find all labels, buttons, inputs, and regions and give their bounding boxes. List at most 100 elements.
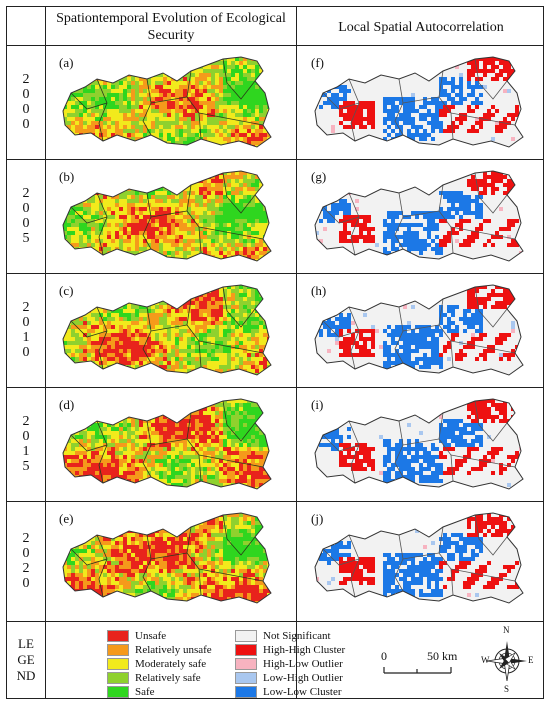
map-cell [359,171,363,175]
map-cell [75,125,79,129]
map-cell [231,207,235,211]
map-cell [51,219,55,223]
map-cell [355,187,359,191]
map-cell [255,89,259,93]
map-cell [267,121,271,125]
map-cell [239,149,243,153]
map-cell [247,167,251,171]
map-cell [123,179,127,183]
map-cell [183,175,187,179]
map-cell [163,133,167,137]
map-cell [271,101,275,105]
map-cell [275,73,279,77]
map-cell [451,149,455,153]
map-cell [223,219,227,223]
map-cell [115,219,119,223]
map-cell [443,183,447,187]
map-cell [407,97,411,101]
map-cell [99,101,103,105]
map-cell [147,239,151,243]
map-cell [139,81,143,85]
map-cell [79,73,83,77]
map-cell [103,109,107,113]
map-cell [359,109,363,113]
map-cell [159,219,163,223]
map-cell [499,93,503,97]
map-cell [515,53,519,57]
map-cell [103,207,107,211]
map-cell [215,259,219,261]
map-cell [191,109,195,113]
map-cell [271,113,275,117]
map-cell [379,171,383,175]
map-cell [351,149,355,153]
map-cell [95,121,99,125]
map-cell [119,227,123,231]
map-cell [171,171,175,175]
map-cell [263,65,267,69]
map-cell [191,195,195,199]
map-cell [523,113,527,117]
map-cell [267,211,271,215]
map-cell [231,129,235,133]
map-cell [459,105,463,109]
map-cell [63,141,67,145]
map-cell [75,65,79,69]
map-cell [91,69,95,73]
map-cell [63,259,67,261]
map-cell [379,85,383,89]
map-cell [503,97,507,101]
divider-horizontal-header [7,45,543,46]
map-cell [419,53,423,57]
map-cell [407,191,411,195]
map-cell [135,215,139,219]
map-cell [191,243,195,247]
map-cell [335,109,339,113]
map-cell [335,149,339,153]
map-cell [127,61,131,65]
map-cell [75,251,79,255]
map-cell [503,105,507,109]
map-cell [535,81,539,85]
map-cell [111,73,115,77]
map-cell [107,141,111,145]
map-cell [147,235,151,239]
map-cell [187,167,191,171]
map-cell [283,141,287,145]
map-cell [55,89,59,93]
map-cell [203,223,207,227]
map-cell [219,247,223,251]
map-cell [255,137,259,141]
map-cell [195,129,199,133]
map-cell [143,141,147,145]
map-cell [175,121,179,125]
map-cell [423,133,427,137]
map-cell [167,89,171,93]
map-cell [99,199,103,203]
map-cell [459,191,463,195]
map-cell [351,85,355,89]
map-cell [443,125,447,129]
map-cell [283,109,287,113]
map-cell [231,179,235,183]
map-cell [111,145,115,147]
map-cell [451,93,455,97]
map-cell [351,89,355,93]
map-cell [259,133,263,137]
map-cell [151,235,155,239]
map-cell [383,137,387,141]
map-cell [383,69,387,73]
map-cell [247,203,251,207]
map-cell [511,89,515,93]
map-cell [363,101,367,105]
map-cell [367,183,371,187]
map-cell [171,179,175,183]
map-cell [267,73,271,77]
map-cell [331,183,335,187]
map-cell [259,137,263,141]
map-cell [535,129,539,133]
map-cell [135,129,139,133]
map-cell [143,171,147,175]
map-cell [455,145,459,147]
